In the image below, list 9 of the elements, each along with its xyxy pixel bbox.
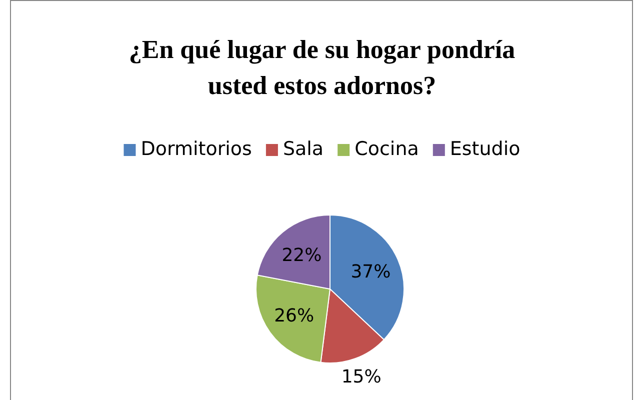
data-label: 37% bbox=[350, 262, 391, 283]
legend-label: Sala bbox=[282, 138, 324, 160]
legend-label: Estudio bbox=[450, 138, 520, 160]
data-label: 22% bbox=[282, 245, 322, 266]
data-label: 26% bbox=[274, 305, 314, 326]
legend-label: Dormitorios bbox=[140, 138, 252, 160]
legend-label: Cocina bbox=[354, 138, 419, 160]
chart-title: ¿En qué lugar de su hogar pondría usted estos adornos? bbox=[128, 35, 516, 100]
data-label: 15% bbox=[341, 366, 382, 388]
